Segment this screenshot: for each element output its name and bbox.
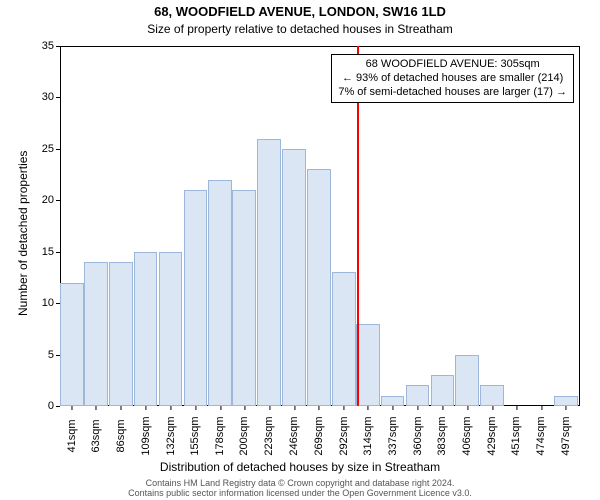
callout-box: 68 WOODFIELD AVENUE: 305sqm← 93% of deta… [331, 54, 574, 103]
histogram-bar [356, 324, 380, 406]
histogram-bar [480, 385, 504, 406]
x-tick: 497sqm [546, 406, 585, 442]
x-tick-label: 451sqm [510, 416, 522, 455]
histogram-bar [208, 180, 232, 406]
chart-footnote: Contains HM Land Registry data © Crown c… [0, 478, 600, 498]
histogram-bar [332, 272, 356, 406]
x-tick-mark [96, 406, 97, 410]
x-tick-mark [269, 406, 270, 410]
x-tick-label: 41sqm [66, 419, 78, 452]
x-tick-mark [146, 406, 147, 410]
histogram-bar [184, 190, 208, 406]
x-tick-mark [72, 406, 73, 410]
x-tick-mark [244, 406, 245, 410]
plot-area: 0510152025303541sqm63sqm86sqm109sqm132sq… [60, 46, 580, 406]
x-tick-label: 314sqm [362, 416, 374, 455]
x-tick-mark [220, 406, 221, 410]
x-tick-mark [393, 406, 394, 410]
x-tick-mark [566, 406, 567, 410]
histogram-bar [406, 385, 430, 406]
histogram-bar [84, 262, 108, 406]
histogram-bar [431, 375, 455, 406]
callout-line: ← 93% of detached houses are smaller (21… [338, 72, 567, 86]
x-tick-label: 223sqm [263, 416, 275, 455]
x-tick-mark [195, 406, 196, 410]
x-tick-label: 406sqm [461, 416, 473, 455]
x-tick-label: 200sqm [238, 416, 250, 455]
y-tick-mark [56, 252, 60, 253]
chart-subtitle: Size of property relative to detached ho… [0, 22, 600, 36]
histogram-bar [455, 355, 479, 406]
y-tick-mark [56, 97, 60, 98]
y-tick-mark [56, 149, 60, 150]
x-tick-label: 383sqm [436, 416, 448, 455]
callout-line: 68 WOODFIELD AVENUE: 305sqm [338, 58, 567, 72]
x-tick-label: 155sqm [189, 416, 201, 455]
histogram-bar [554, 396, 578, 406]
x-tick-mark [417, 406, 418, 410]
histogram-bar [60, 283, 84, 406]
x-axis-label: Distribution of detached houses by size … [0, 460, 600, 474]
histogram-bar [134, 252, 158, 406]
callout-line: 7% of semi-detached houses are larger (1… [338, 86, 567, 100]
histogram-bar [282, 149, 306, 406]
histogram-bar [307, 169, 331, 406]
x-tick-mark [344, 406, 345, 410]
x-tick-mark [294, 406, 295, 410]
x-tick-mark [170, 406, 171, 410]
x-tick-mark [442, 406, 443, 410]
chart-container: 68, WOODFIELD AVENUE, LONDON, SW16 1LD S… [0, 0, 600, 500]
x-tick-label: 109sqm [140, 416, 152, 455]
x-tick-label: 269sqm [313, 416, 325, 455]
x-tick-label: 246sqm [288, 416, 300, 455]
x-tick-label: 63sqm [90, 419, 102, 452]
x-tick-label: 474sqm [535, 416, 547, 455]
x-tick-mark [492, 406, 493, 410]
x-tick-mark [368, 406, 369, 410]
footnote-line: Contains public sector information licen… [0, 488, 600, 498]
footnote-line: Contains HM Land Registry data © Crown c… [0, 478, 600, 488]
histogram-bar [109, 262, 133, 406]
y-tick-mark [56, 46, 60, 47]
x-tick-label: 86sqm [115, 419, 127, 452]
histogram-bar [257, 139, 281, 406]
x-tick-label: 132sqm [165, 416, 177, 455]
x-tick-label: 360sqm [412, 416, 424, 455]
histogram-bar [159, 252, 183, 406]
x-tick-mark [121, 406, 122, 410]
x-tick-mark [467, 406, 468, 410]
y-axis-label: Number of detached properties [16, 151, 30, 316]
x-tick-mark [319, 406, 320, 410]
histogram-bar [381, 396, 405, 406]
histogram-bar [232, 190, 256, 406]
chart-title: 68, WOODFIELD AVENUE, LONDON, SW16 1LD [0, 4, 600, 19]
x-tick-mark [541, 406, 542, 410]
x-tick-label: 497sqm [560, 416, 572, 455]
y-tick-mark [56, 200, 60, 201]
x-tick-label: 337sqm [387, 416, 399, 455]
x-tick-mark [516, 406, 517, 410]
